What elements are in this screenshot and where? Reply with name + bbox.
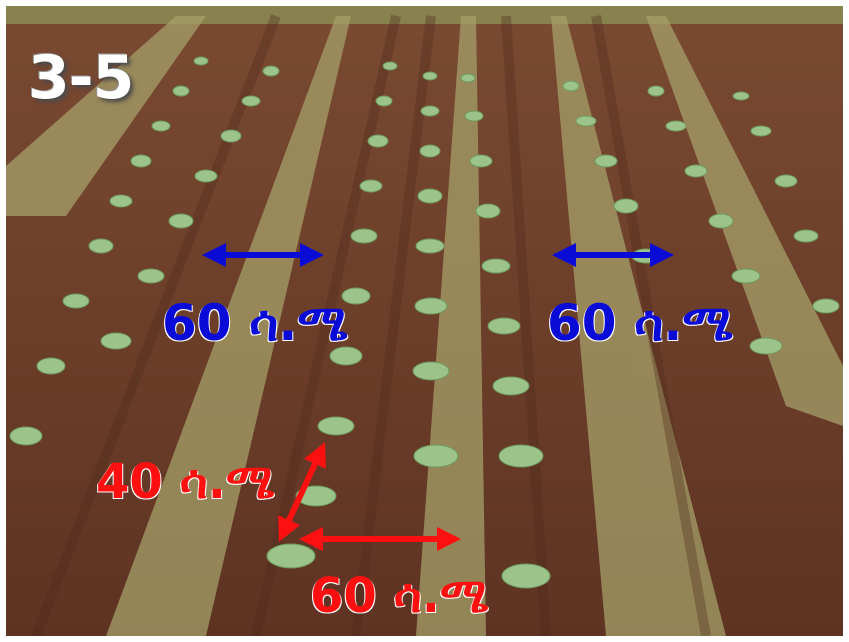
field-photo: 3-5 60 ሳ.ሜ 60 ሳ.ሜ 40 ሳ.ሜ 60 ሳ.ሜ — [6, 6, 843, 636]
seedling-rows — [9, 56, 840, 589]
figure-number-badge: 3-5 — [28, 43, 134, 113]
field-scene — [6, 6, 843, 636]
grass-strips — [6, 16, 843, 636]
plant-spacing-label: 40 ሳ.ሜ — [96, 454, 275, 510]
bottom-spacing-label: 60 ሳ.ሜ — [310, 568, 489, 624]
row-spacing-label-left: 60 ሳ.ሜ — [162, 294, 349, 352]
row-spacing-label-right: 60 ሳ.ሜ — [547, 294, 734, 352]
plant-spacing-arrow-vertical — [278, 442, 326, 542]
field-edge — [6, 6, 843, 24]
